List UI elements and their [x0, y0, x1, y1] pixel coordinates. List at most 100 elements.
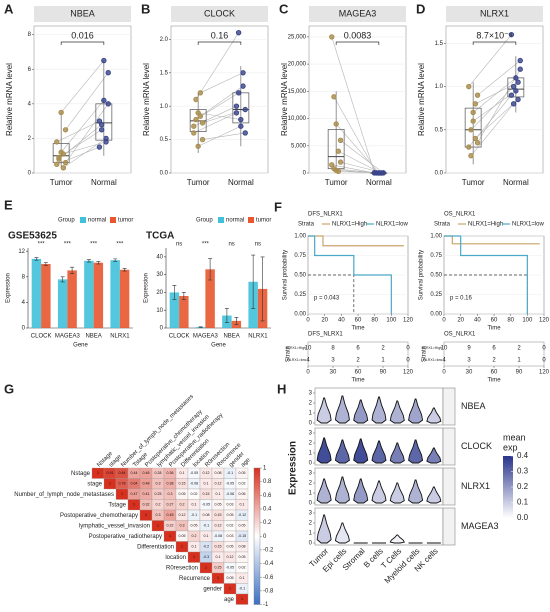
x-tick-label: 80	[371, 318, 378, 324]
pair-line	[472, 90, 517, 122]
y-tick-label: 3	[309, 511, 313, 517]
corr-value: 0.05	[239, 555, 246, 559]
data-point	[517, 57, 523, 64]
corr-value: 0.47	[131, 492, 138, 496]
significance-label: ns	[255, 242, 261, 248]
x-tick-label: Normal	[366, 178, 392, 187]
risk-x-tick-label: 60	[355, 370, 362, 376]
y-tick-label: 20,000	[288, 62, 307, 68]
x-tick-label: NBEA	[223, 334, 239, 340]
y-tick-label: 2	[309, 441, 313, 447]
bar	[110, 260, 120, 328]
data-point	[101, 97, 107, 104]
corr-value: 0.25	[155, 492, 162, 496]
significance-label: ***	[116, 242, 124, 248]
corr-value: 0.02	[191, 492, 198, 496]
corr-value: 0.27	[167, 503, 174, 507]
data-point	[62, 127, 69, 133]
corr-value: -0.12	[238, 513, 246, 517]
y-tick-label: 3	[309, 391, 313, 397]
corr-value: 0.41	[143, 492, 150, 496]
x-tick-label: 0	[306, 318, 310, 324]
bar	[31, 258, 42, 328]
error-bar	[181, 292, 186, 300]
data-point	[508, 31, 515, 38]
violin	[353, 478, 369, 504]
corr-value: 0.3	[156, 513, 161, 517]
data-point	[468, 127, 474, 133]
data-point	[240, 70, 246, 76]
x-tick-label: Normal	[91, 178, 117, 187]
x-tick-label: 60	[355, 318, 362, 324]
color-tick-label: 1	[263, 466, 267, 472]
plot-frame	[170, 25, 269, 174]
data-point	[470, 109, 476, 116]
pair-line	[340, 140, 384, 174]
corr-value: -0.1	[203, 524, 209, 528]
risk-count: 4	[442, 358, 446, 364]
risk-row-label: NLRX1=High	[421, 346, 442, 350]
y-tick-label: 15,000	[288, 89, 307, 95]
survival-curve	[444, 235, 528, 314]
risk-x-axis-label: Time	[487, 378, 501, 384]
corr-value: -0.15	[238, 534, 246, 538]
color-tick-label: 0.3	[517, 467, 529, 476]
legend-swatch	[248, 217, 254, 223]
risk-row-label: NLRX1=low	[287, 358, 306, 362]
x-tick-label: 40	[474, 318, 481, 324]
data-point	[329, 34, 335, 40]
risk-row-label: NLRX1=High	[285, 346, 306, 350]
y-tick-label: 0	[309, 501, 313, 507]
plot-frame	[33, 25, 132, 174]
row-label: location	[165, 555, 186, 561]
corr-value: 0.46	[143, 471, 150, 475]
risk-table-title: DFS_NLRX1	[308, 332, 343, 338]
corr-value: 0.1	[240, 576, 245, 580]
significance-label: ***	[38, 242, 46, 248]
corr-value: 0.38	[167, 482, 174, 486]
y-tick-label: 40	[156, 254, 163, 260]
title-strip	[171, 6, 268, 22]
row-label: R0resection	[166, 565, 198, 571]
y-tick-label: 5,000	[291, 143, 307, 149]
corr-value: -0.1	[191, 513, 197, 517]
corr-value: 0.91	[107, 471, 114, 475]
data-point	[101, 57, 107, 64]
x-axis-label: Gene	[211, 343, 226, 349]
panel-letter: E	[4, 197, 13, 212]
y-tick-label: 2	[309, 521, 313, 527]
y-tick-label: 2	[28, 136, 32, 142]
corr-value: 0.05	[179, 492, 186, 496]
corr-value: 0.05	[239, 471, 246, 475]
y-tick-label: 1.0	[435, 84, 444, 90]
corr-value: 0.78	[119, 482, 126, 486]
color-tick-label: -0.4	[263, 561, 274, 567]
data-point	[199, 136, 206, 143]
pair-line	[65, 103, 109, 163]
pair-line	[195, 92, 239, 120]
y-tick-label: 2.0	[160, 37, 169, 43]
corr-value: 1	[121, 492, 123, 496]
y-tick-label: 1.0	[160, 104, 169, 110]
bar	[67, 270, 77, 328]
data-point	[193, 116, 199, 123]
pair-line	[335, 123, 380, 174]
y-tick-label: 0.25	[294, 292, 306, 298]
y-tick-label: 1	[309, 411, 313, 417]
violin	[316, 514, 332, 544]
corr-value: 0.36	[167, 471, 174, 475]
corr-value: 0.02	[239, 566, 246, 570]
pair-line	[468, 34, 512, 87]
pair-line	[195, 32, 239, 100]
y-tick-label: 0.00	[294, 312, 306, 318]
risk-count: 6	[492, 346, 496, 352]
p-value: p = 0.16	[450, 296, 473, 302]
corr-value: -0.1	[227, 471, 233, 475]
risk-x-tick-label: 30	[466, 370, 473, 376]
corr-value: 0.3	[168, 492, 173, 496]
corr-value: 1	[169, 534, 171, 538]
x-tick-label: NLRX1	[248, 334, 268, 340]
corr-value: -0.05	[226, 566, 234, 570]
legend-label: NLRX1=low	[512, 222, 545, 228]
data-point	[335, 168, 342, 175]
